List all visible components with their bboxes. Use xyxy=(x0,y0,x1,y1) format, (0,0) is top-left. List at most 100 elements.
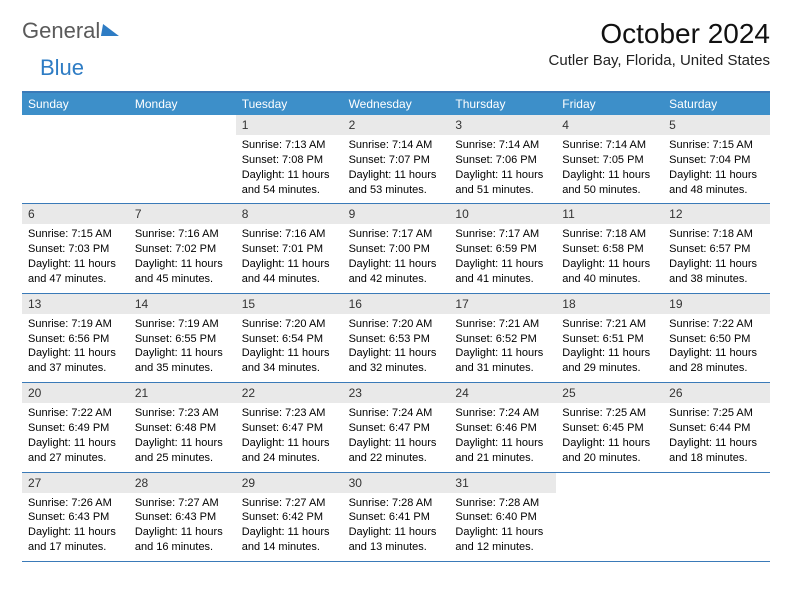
day-sunrise: Sunrise: 7:14 AM xyxy=(349,138,444,153)
calendar-day: 23Sunrise: 7:24 AMSunset: 6:47 PMDayligh… xyxy=(343,383,450,471)
day-body: Sunrise: 7:24 AMSunset: 6:46 PMDaylight:… xyxy=(449,403,556,471)
day-body: Sunrise: 7:19 AMSunset: 6:55 PMDaylight:… xyxy=(129,314,236,382)
day-sunrise: Sunrise: 7:22 AM xyxy=(28,406,123,421)
day-body: Sunrise: 7:15 AMSunset: 7:03 PMDaylight:… xyxy=(22,224,129,292)
day-sunset: Sunset: 7:08 PM xyxy=(242,153,337,168)
day-number: 6 xyxy=(22,204,129,224)
day-body: Sunrise: 7:16 AMSunset: 7:02 PMDaylight:… xyxy=(129,224,236,292)
calendar-day: 6Sunrise: 7:15 AMSunset: 7:03 PMDaylight… xyxy=(22,204,129,292)
calendar-week: 1Sunrise: 7:13 AMSunset: 7:08 PMDaylight… xyxy=(22,115,770,204)
day-number: 7 xyxy=(129,204,236,224)
day-body: Sunrise: 7:19 AMSunset: 6:56 PMDaylight:… xyxy=(22,314,129,382)
day-sunrise: Sunrise: 7:27 AM xyxy=(242,496,337,511)
day-sunrise: Sunrise: 7:23 AM xyxy=(135,406,230,421)
calendar-day: 7Sunrise: 7:16 AMSunset: 7:02 PMDaylight… xyxy=(129,204,236,292)
day-number: 4 xyxy=(556,115,663,135)
day-sunset: Sunset: 6:43 PM xyxy=(28,510,123,525)
day-number: 2 xyxy=(343,115,450,135)
calendar-day: 5Sunrise: 7:15 AMSunset: 7:04 PMDaylight… xyxy=(663,115,770,203)
calendar-day: 25Sunrise: 7:25 AMSunset: 6:45 PMDayligh… xyxy=(556,383,663,471)
day-daylight: Daylight: 11 hours and 50 minutes. xyxy=(562,168,657,198)
day-sunset: Sunset: 7:00 PM xyxy=(349,242,444,257)
day-body: Sunrise: 7:20 AMSunset: 6:53 PMDaylight:… xyxy=(343,314,450,382)
day-sunrise: Sunrise: 7:19 AM xyxy=(135,317,230,332)
day-sunset: Sunset: 7:06 PM xyxy=(455,153,550,168)
day-daylight: Daylight: 11 hours and 40 minutes. xyxy=(562,257,657,287)
day-daylight: Daylight: 11 hours and 21 minutes. xyxy=(455,436,550,466)
day-sunrise: Sunrise: 7:19 AM xyxy=(28,317,123,332)
weekday-header-row: Sunday Monday Tuesday Wednesday Thursday… xyxy=(22,93,770,115)
day-number: 12 xyxy=(663,204,770,224)
title-block: October 2024 Cutler Bay, Florida, United… xyxy=(549,18,770,69)
calendar-day: 11Sunrise: 7:18 AMSunset: 6:58 PMDayligh… xyxy=(556,204,663,292)
day-number: 30 xyxy=(343,473,450,493)
logo-triangle-icon xyxy=(101,24,121,36)
calendar-day: 27Sunrise: 7:26 AMSunset: 6:43 PMDayligh… xyxy=(22,473,129,561)
day-body: Sunrise: 7:27 AMSunset: 6:42 PMDaylight:… xyxy=(236,493,343,561)
day-daylight: Daylight: 11 hours and 31 minutes. xyxy=(455,346,550,376)
day-sunset: Sunset: 6:49 PM xyxy=(28,421,123,436)
calendar-day: 24Sunrise: 7:24 AMSunset: 6:46 PMDayligh… xyxy=(449,383,556,471)
calendar-day: 2Sunrise: 7:14 AMSunset: 7:07 PMDaylight… xyxy=(343,115,450,203)
day-daylight: Daylight: 11 hours and 27 minutes. xyxy=(28,436,123,466)
day-sunrise: Sunrise: 7:18 AM xyxy=(669,227,764,242)
day-daylight: Daylight: 11 hours and 22 minutes. xyxy=(349,436,444,466)
day-body: Sunrise: 7:21 AMSunset: 6:52 PMDaylight:… xyxy=(449,314,556,382)
day-body: Sunrise: 7:18 AMSunset: 6:57 PMDaylight:… xyxy=(663,224,770,292)
day-daylight: Daylight: 11 hours and 24 minutes. xyxy=(242,436,337,466)
day-sunset: Sunset: 7:03 PM xyxy=(28,242,123,257)
day-number: 22 xyxy=(236,383,343,403)
day-sunset: Sunset: 6:52 PM xyxy=(455,332,550,347)
day-sunset: Sunset: 6:53 PM xyxy=(349,332,444,347)
day-sunrise: Sunrise: 7:28 AM xyxy=(349,496,444,511)
day-number: 24 xyxy=(449,383,556,403)
logo-text-gray: General xyxy=(22,18,100,44)
day-sunrise: Sunrise: 7:25 AM xyxy=(562,406,657,421)
calendar-day xyxy=(556,473,663,561)
day-body: Sunrise: 7:23 AMSunset: 6:47 PMDaylight:… xyxy=(236,403,343,471)
day-number: 14 xyxy=(129,294,236,314)
calendar-day: 15Sunrise: 7:20 AMSunset: 6:54 PMDayligh… xyxy=(236,294,343,382)
day-sunrise: Sunrise: 7:24 AM xyxy=(455,406,550,421)
day-sunset: Sunset: 6:54 PM xyxy=(242,332,337,347)
day-sunset: Sunset: 6:59 PM xyxy=(455,242,550,257)
day-daylight: Daylight: 11 hours and 16 minutes. xyxy=(135,525,230,555)
day-sunrise: Sunrise: 7:14 AM xyxy=(455,138,550,153)
calendar-day: 21Sunrise: 7:23 AMSunset: 6:48 PMDayligh… xyxy=(129,383,236,471)
weekday-header: Friday xyxy=(556,93,663,115)
day-number: 20 xyxy=(22,383,129,403)
calendar-day: 4Sunrise: 7:14 AMSunset: 7:05 PMDaylight… xyxy=(556,115,663,203)
day-sunrise: Sunrise: 7:15 AM xyxy=(28,227,123,242)
day-number: 10 xyxy=(449,204,556,224)
day-number: 26 xyxy=(663,383,770,403)
day-number: 5 xyxy=(663,115,770,135)
day-body: Sunrise: 7:22 AMSunset: 6:50 PMDaylight:… xyxy=(663,314,770,382)
day-sunrise: Sunrise: 7:22 AM xyxy=(669,317,764,332)
day-sunset: Sunset: 6:58 PM xyxy=(562,242,657,257)
day-body: Sunrise: 7:21 AMSunset: 6:51 PMDaylight:… xyxy=(556,314,663,382)
day-sunrise: Sunrise: 7:16 AM xyxy=(135,227,230,242)
weekday-header: Monday xyxy=(129,93,236,115)
calendar-day: 29Sunrise: 7:27 AMSunset: 6:42 PMDayligh… xyxy=(236,473,343,561)
calendar-day xyxy=(663,473,770,561)
day-sunset: Sunset: 6:46 PM xyxy=(455,421,550,436)
calendar-day: 8Sunrise: 7:16 AMSunset: 7:01 PMDaylight… xyxy=(236,204,343,292)
day-sunrise: Sunrise: 7:20 AM xyxy=(242,317,337,332)
day-number: 16 xyxy=(343,294,450,314)
day-daylight: Daylight: 11 hours and 12 minutes. xyxy=(455,525,550,555)
day-body: Sunrise: 7:24 AMSunset: 6:47 PMDaylight:… xyxy=(343,403,450,471)
day-daylight: Daylight: 11 hours and 29 minutes. xyxy=(562,346,657,376)
day-daylight: Daylight: 11 hours and 51 minutes. xyxy=(455,168,550,198)
calendar-week: 6Sunrise: 7:15 AMSunset: 7:03 PMDaylight… xyxy=(22,204,770,293)
calendar-day: 1Sunrise: 7:13 AMSunset: 7:08 PMDaylight… xyxy=(236,115,343,203)
day-body: Sunrise: 7:17 AMSunset: 6:59 PMDaylight:… xyxy=(449,224,556,292)
day-sunset: Sunset: 7:07 PM xyxy=(349,153,444,168)
weeks-container: 1Sunrise: 7:13 AMSunset: 7:08 PMDaylight… xyxy=(22,115,770,562)
day-body: Sunrise: 7:15 AMSunset: 7:04 PMDaylight:… xyxy=(663,135,770,203)
day-daylight: Daylight: 11 hours and 44 minutes. xyxy=(242,257,337,287)
day-daylight: Daylight: 11 hours and 17 minutes. xyxy=(28,525,123,555)
day-number: 17 xyxy=(449,294,556,314)
day-number: 11 xyxy=(556,204,663,224)
day-sunset: Sunset: 6:47 PM xyxy=(242,421,337,436)
day-sunrise: Sunrise: 7:16 AM xyxy=(242,227,337,242)
